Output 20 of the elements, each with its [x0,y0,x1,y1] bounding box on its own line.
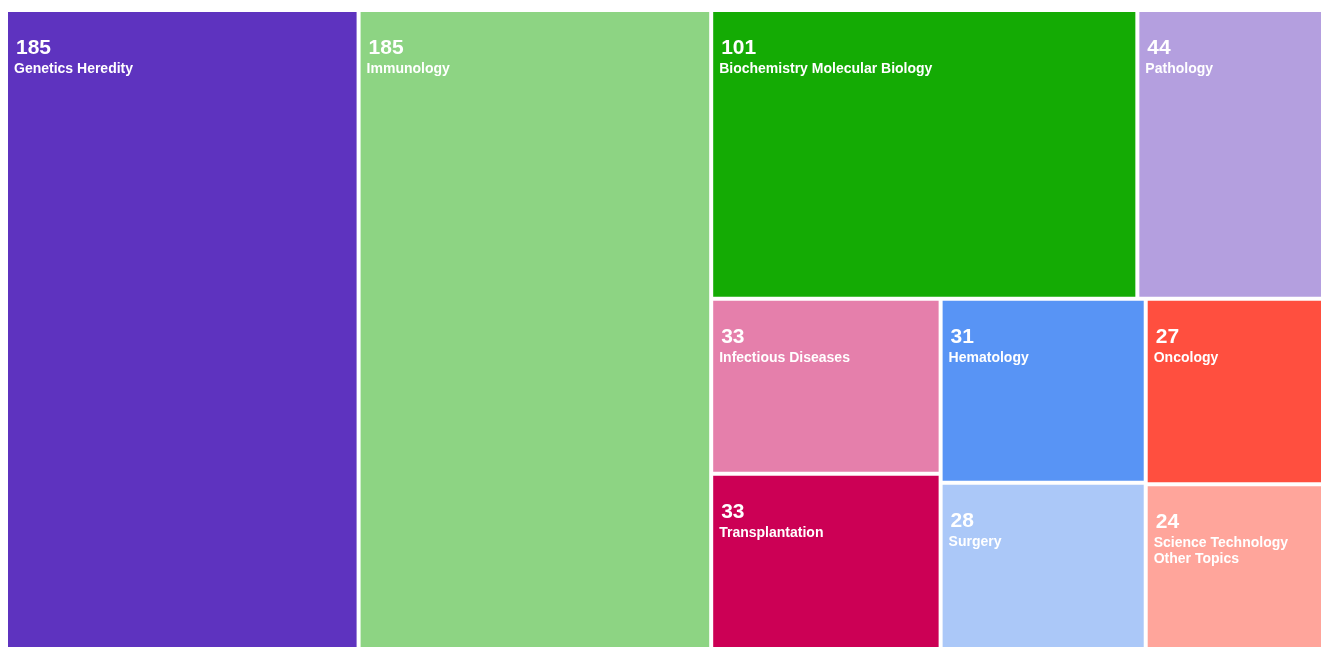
data-label: 28 [950,507,975,531]
data-label: 24 [1155,509,1180,533]
category-label: Infectious Diseases [719,348,851,365]
category-label: Biochemistry Molecular Biology [719,60,933,76]
data-label: 27 [1155,323,1180,347]
category-label: Oncology [1153,348,1219,365]
data-label: 185 [16,35,52,58]
category-label: Immunology [366,60,451,76]
category-label: Hematology [948,348,1029,365]
data-label: 185 [368,35,404,58]
data-label: 101 [721,35,757,58]
category-label: Surgery [948,532,1002,549]
category-label: Transplantation [719,523,824,540]
category-label: Science Technology Other Topics [1153,534,1289,567]
category-label: Genetics Heredity [14,60,134,76]
data-label: 31 [950,323,975,347]
category-label: Pathology [1145,60,1214,76]
data-label: 44 [1147,35,1172,58]
data-label: 33 [721,498,745,522]
data-label: 33 [721,323,745,347]
